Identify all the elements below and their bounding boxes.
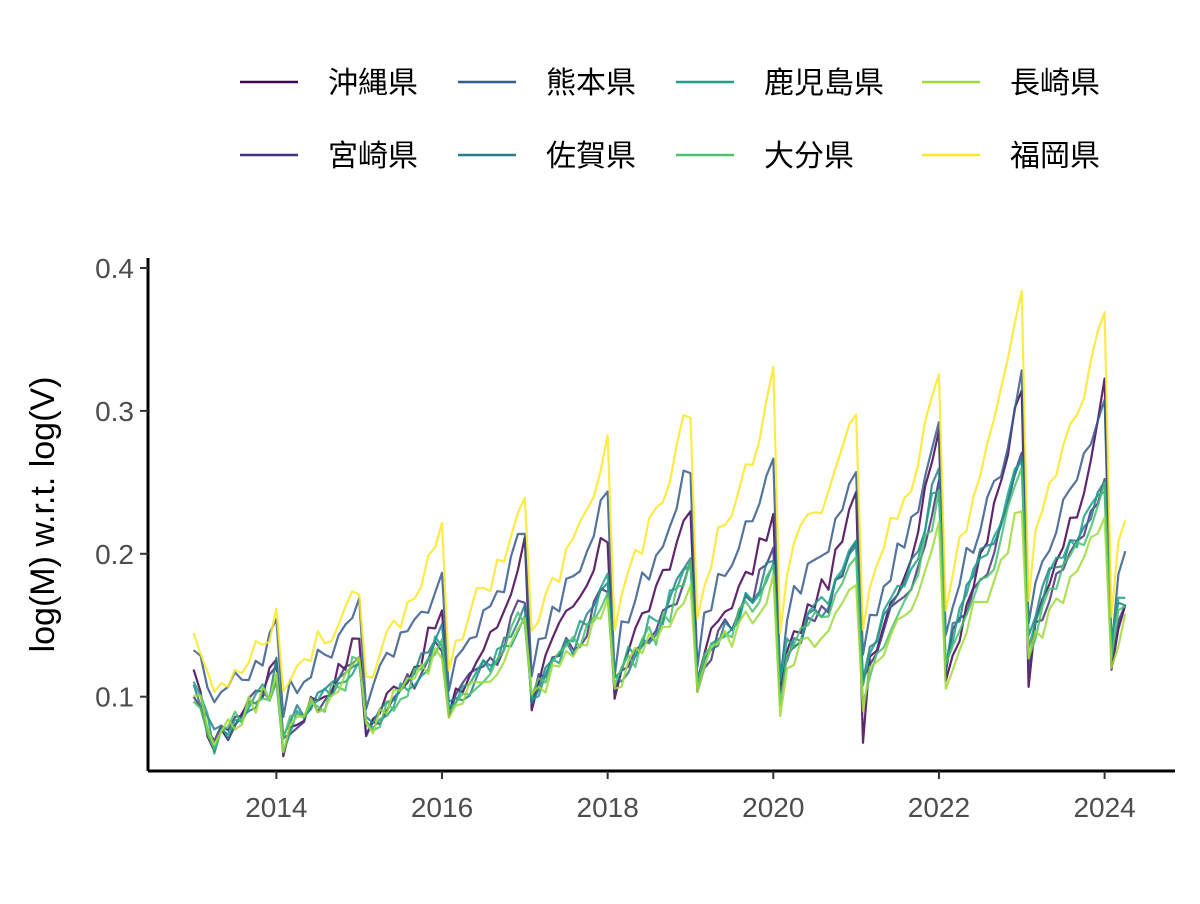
legend-label: 長崎県 xyxy=(1010,66,1100,101)
legend-label: 鹿児島県 xyxy=(764,66,884,101)
x-tick-label: 2024 xyxy=(1073,792,1135,823)
legend-item: 鹿児島県 xyxy=(676,66,884,101)
y-tick-label: 0.4 xyxy=(95,253,134,284)
series-line-1 xyxy=(192,377,1127,758)
legend-item: 長崎県 xyxy=(922,66,1100,101)
series-line-7 xyxy=(193,510,1127,754)
y-axis-title: log(M) w.r.t. log(V) xyxy=(24,377,62,653)
legend-label: 熊本県 xyxy=(546,66,636,101)
legend-label: 福岡県 xyxy=(1010,139,1100,174)
series-line-2 xyxy=(192,451,1127,742)
legend-item: 大分県 xyxy=(676,139,854,174)
series-line-3 xyxy=(192,369,1127,718)
series-line-4 xyxy=(192,455,1126,740)
series-line-6 xyxy=(192,466,1126,751)
series-line-8 xyxy=(192,289,1127,694)
legend-item: 佐賀県 xyxy=(458,139,636,174)
legend-item: 宮崎県 xyxy=(240,139,418,174)
legend-item: 福岡県 xyxy=(922,139,1100,174)
legend-label: 沖縄県 xyxy=(328,66,418,101)
legend-label: 大分県 xyxy=(764,139,854,174)
x-tick-label: 2016 xyxy=(411,792,473,823)
legend-label: 佐賀県 xyxy=(546,139,636,174)
y-tick-label: 0.2 xyxy=(95,539,134,570)
x-tick-label: 2020 xyxy=(742,792,804,823)
x-tick-label: 2018 xyxy=(577,792,639,823)
y-tick-label: 0.3 xyxy=(95,396,134,427)
legend-item: 熊本県 xyxy=(458,66,636,101)
legend-label: 宮崎県 xyxy=(328,139,418,174)
y-tick-label: 0.1 xyxy=(95,682,134,713)
legend-item: 沖縄県 xyxy=(240,66,418,101)
x-tick-label: 2014 xyxy=(245,792,307,823)
series-lines xyxy=(192,289,1127,758)
x-tick-label: 2022 xyxy=(908,792,970,823)
